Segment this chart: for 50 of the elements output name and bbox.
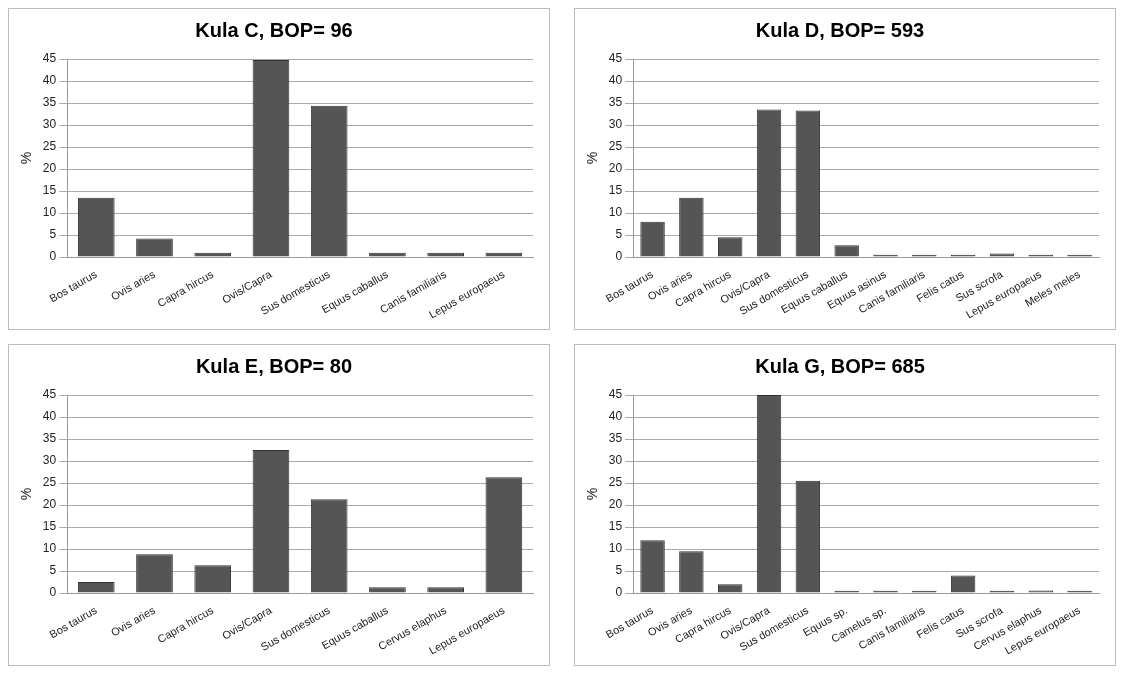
y-tick-label: 0: [615, 585, 623, 600]
y-tick-label: 35: [42, 431, 57, 446]
x-tick-label: Ovis aries: [108, 603, 158, 639]
y-tick-label: 10: [608, 205, 623, 220]
chart-title: Kula G, BOP= 685: [755, 354, 925, 377]
y-tick-label: 15: [42, 183, 57, 198]
y-tick-label: 10: [608, 541, 623, 556]
y-tick-label: 20: [608, 161, 623, 176]
y-tick-label: 10: [42, 205, 57, 220]
y-tick-label: 0: [49, 249, 57, 264]
y-tick-label: 40: [42, 73, 57, 88]
y-tick-label: 15: [608, 183, 623, 198]
y-tick-label: 10: [42, 541, 57, 556]
y-tick-label: 30: [608, 453, 623, 468]
y-tick-label: 35: [608, 95, 623, 110]
y-axis-title: %: [584, 487, 601, 501]
y-tick-label: 35: [608, 431, 623, 446]
y-tick-label: 5: [49, 563, 57, 578]
y-tick-label: 0: [615, 249, 623, 264]
x-tick-label: Ovis aries: [108, 267, 158, 303]
y-tick-label: 40: [608, 73, 623, 88]
y-tick-label: 30: [42, 117, 57, 132]
y-tick-label: 30: [42, 453, 57, 468]
y-tick-label: 20: [42, 161, 57, 176]
chart-title: Kula D, BOP= 593: [755, 18, 925, 41]
y-tick-label: 15: [42, 519, 57, 534]
y-tick-label: 15: [608, 519, 623, 534]
y-tick-label: 45: [608, 51, 623, 66]
y-tick-label: 25: [42, 139, 57, 154]
y-axis-title: %: [584, 151, 601, 165]
chart-title: Kula E, BOP= 80: [195, 354, 353, 377]
y-tick-label: 20: [42, 497, 57, 512]
y-axis-title: %: [18, 151, 35, 165]
y-tick-label: 25: [608, 475, 623, 490]
y-tick-label: 20: [608, 497, 623, 512]
y-tick-label: 40: [42, 409, 57, 424]
y-tick-label: 40: [608, 409, 623, 424]
y-tick-label: 25: [608, 139, 623, 154]
y-axis-title: %: [18, 487, 35, 501]
y-tick-label: 45: [42, 51, 57, 66]
y-tick-label: 5: [615, 563, 623, 578]
y-tick-label: 35: [42, 95, 57, 110]
y-tick-label: 5: [615, 227, 623, 242]
y-tick-label: 25: [42, 475, 57, 490]
chart-title: Kula C, BOP= 96: [195, 18, 353, 41]
y-tick-label: 45: [608, 387, 623, 402]
y-tick-label: 30: [608, 117, 623, 132]
y-tick-label: 45: [42, 387, 57, 402]
y-tick-label: 5: [49, 227, 57, 242]
y-tick-label: 0: [49, 585, 57, 600]
